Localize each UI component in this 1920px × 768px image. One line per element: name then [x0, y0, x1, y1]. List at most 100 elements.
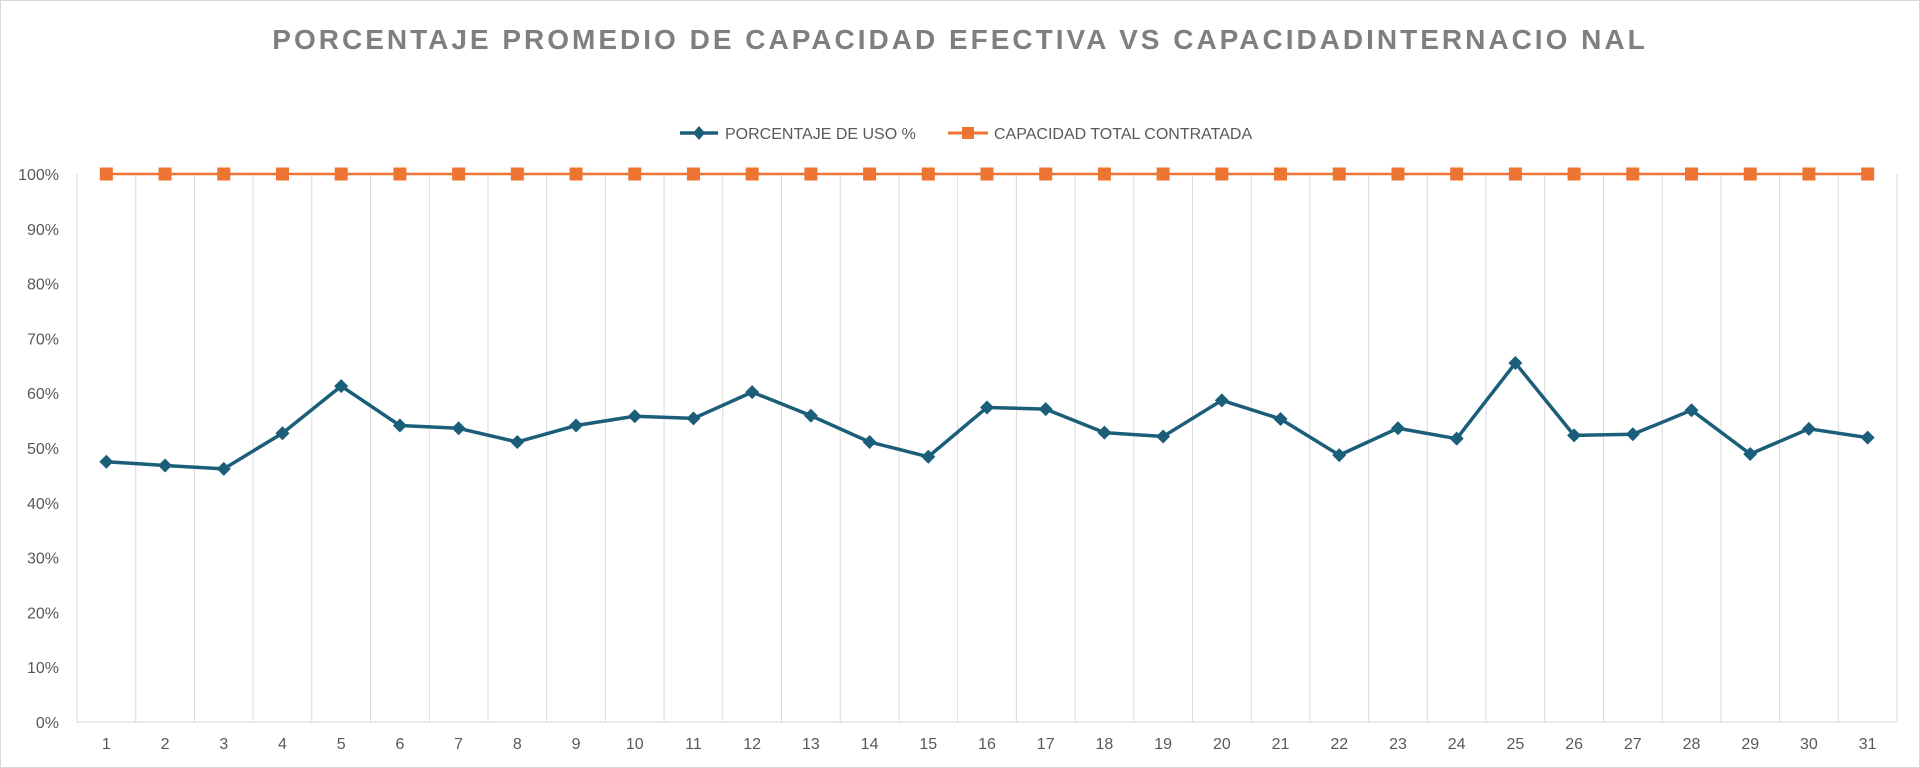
data-point-capacity — [334, 167, 348, 181]
y-tick-label: 20% — [27, 605, 59, 622]
data-point-capacity — [569, 167, 583, 181]
y-tick-label: 10% — [27, 660, 59, 677]
data-point-usage — [1801, 421, 1816, 436]
x-tick-label: 29 — [1741, 736, 1759, 753]
x-tick-label: 11 — [685, 736, 702, 753]
y-tick-label: 80% — [27, 277, 59, 294]
x-tick-label: 24 — [1448, 736, 1466, 753]
y-tick-label: 30% — [27, 551, 59, 568]
series-usage — [99, 356, 1875, 476]
data-point-capacity — [628, 167, 642, 181]
x-tick-label: 13 — [802, 736, 820, 753]
x-axis: 1 2 3 4 5 6 7 8 9 10 11 12 13 14 15 16 17 18 19 20 21 22 23 24 2… — [102, 736, 1877, 753]
x-tick-label: 18 — [1096, 736, 1114, 753]
data-point-capacity — [1450, 167, 1464, 181]
data-point-capacity — [158, 167, 172, 181]
data-point-capacity — [510, 167, 524, 181]
data-point-usage — [216, 461, 231, 476]
data-point-usage — [1449, 431, 1464, 446]
data-point-usage — [1332, 448, 1347, 463]
x-tick-label: 10 — [626, 736, 644, 753]
data-point-usage — [686, 411, 701, 426]
legend-label-capacity: CAPACIDAD TOTAL CONTRATADA — [994, 126, 1252, 143]
x-tick-label: 12 — [743, 736, 761, 753]
data-point-capacity — [863, 167, 877, 181]
data-point-usage — [275, 426, 290, 441]
data-point-capacity — [1685, 167, 1699, 181]
data-point-capacity — [1508, 167, 1522, 181]
series-capacity — [99, 167, 1875, 181]
x-tick-label: 31 — [1859, 736, 1877, 753]
x-tick-label: 19 — [1154, 736, 1172, 753]
data-point-capacity — [217, 167, 231, 181]
data-point-capacity — [1743, 167, 1757, 181]
data-point-usage — [1156, 429, 1171, 444]
y-tick-label: 60% — [27, 386, 59, 403]
legend-marker-usage — [693, 126, 705, 140]
series-layer — [99, 167, 1875, 476]
chart-title: PORCENTAJE PROMEDIO DE CAPACIDAD EFECTIV… — [272, 24, 1647, 55]
x-tick-label: 16 — [978, 736, 996, 753]
data-point-usage — [1214, 393, 1229, 408]
x-tick-label: 5 — [337, 736, 346, 753]
data-point-capacity — [1567, 167, 1581, 181]
data-point-usage — [1567, 428, 1582, 443]
x-tick-label: 9 — [572, 736, 581, 753]
data-point-usage — [158, 458, 173, 473]
y-tick-label: 100% — [18, 167, 59, 184]
x-tick-label: 15 — [919, 736, 937, 753]
data-point-capacity — [1274, 167, 1288, 181]
x-tick-label: 26 — [1565, 736, 1583, 753]
data-point-capacity — [1861, 167, 1875, 181]
x-tick-label: 14 — [861, 736, 879, 753]
data-point-capacity — [1097, 167, 1111, 181]
legend-item-usage: PORCENTAJE DE USO % — [680, 126, 916, 143]
data-point-usage — [862, 434, 877, 449]
data-point-capacity — [393, 167, 407, 181]
data-point-capacity — [921, 167, 935, 181]
data-point-usage — [392, 418, 407, 433]
y-tick-label: 70% — [27, 331, 59, 348]
x-tick-label: 7 — [454, 736, 463, 753]
data-point-capacity — [804, 167, 818, 181]
data-point-usage — [1273, 411, 1288, 426]
data-point-capacity — [1626, 167, 1640, 181]
x-tick-label: 1 — [102, 736, 111, 753]
data-point-usage — [627, 409, 642, 424]
legend-label-usage: PORCENTAJE DE USO % — [725, 126, 916, 143]
data-point-usage — [510, 434, 525, 449]
data-point-usage — [1390, 421, 1405, 436]
data-point-usage — [1508, 356, 1523, 371]
y-axis: 0% 10% 20% 30% 40% 50% 60% 70% 80% 90% 100% — [18, 167, 59, 732]
data-point-capacity — [1332, 167, 1346, 181]
x-tick-label: 30 — [1800, 736, 1818, 753]
x-tick-label: 20 — [1213, 736, 1231, 753]
data-point-capacity — [1215, 167, 1229, 181]
y-tick-label: 0% — [36, 715, 59, 732]
x-tick-label: 25 — [1506, 736, 1524, 753]
data-point-capacity — [686, 167, 700, 181]
data-point-usage — [803, 408, 818, 423]
x-tick-label: 27 — [1624, 736, 1642, 753]
x-tick-label: 22 — [1330, 736, 1348, 753]
x-tick-label: 8 — [513, 736, 522, 753]
legend-item-capacity: CAPACIDAD TOTAL CONTRATADA — [948, 126, 1252, 143]
data-point-capacity — [99, 167, 113, 181]
data-point-usage — [569, 418, 584, 433]
x-tick-label: 17 — [1037, 736, 1055, 753]
data-point-usage — [1743, 447, 1758, 462]
data-point-capacity — [980, 167, 994, 181]
data-point-usage — [1625, 427, 1640, 442]
x-tick-label: 4 — [278, 736, 287, 753]
data-point-usage — [921, 449, 936, 464]
data-point-usage — [451, 421, 466, 436]
legend: PORCENTAJE DE USO % CAPACIDAD TOTAL CONT… — [680, 126, 1252, 143]
x-tick-label: 2 — [161, 736, 170, 753]
gridlines — [76, 174, 1898, 723]
data-point-usage — [334, 379, 349, 394]
data-point-usage — [1038, 402, 1053, 417]
data-point-usage — [745, 385, 760, 400]
x-tick-label: 23 — [1389, 736, 1407, 753]
data-point-capacity — [1156, 167, 1170, 181]
